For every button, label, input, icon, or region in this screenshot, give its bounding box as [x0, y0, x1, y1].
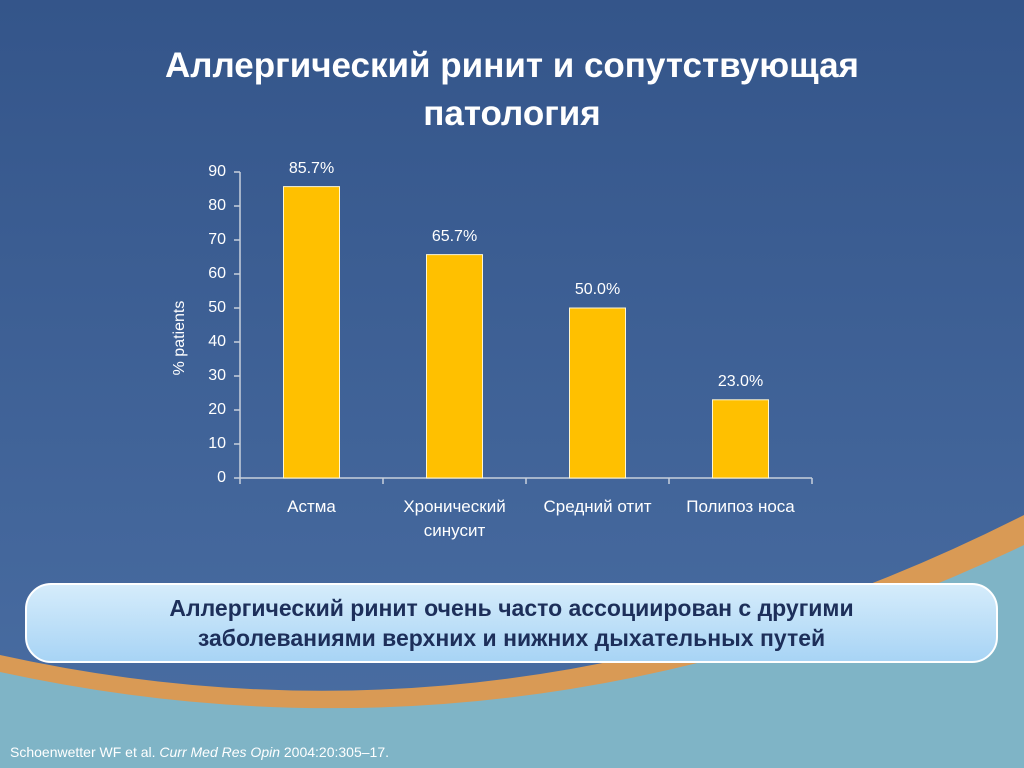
x-tick-label: Хронический синусит	[403, 497, 506, 540]
y-tick-label: 20	[208, 401, 226, 418]
value-label: 85.7%	[289, 160, 334, 177]
value-label: 50.0%	[575, 281, 620, 298]
value-label: 65.7%	[432, 228, 477, 245]
y-tick-label: 90	[208, 163, 226, 180]
title: Аллергический ринит и сопутствующая пато…	[165, 46, 859, 133]
y-tick-label: 50	[208, 299, 226, 316]
bar	[426, 254, 483, 479]
swoosh-teal	[0, 545, 1024, 768]
x-tick-label: Астма	[287, 497, 336, 516]
y-tick-label: 80	[208, 197, 226, 214]
bar	[569, 307, 626, 479]
footnote-journal: Curr Med Res Opin	[159, 744, 280, 760]
y-tick-label: 10	[208, 435, 226, 452]
x-tick-label: Средний отит	[543, 497, 652, 516]
y-tick-label: 40	[208, 333, 226, 350]
y-tick-label: 70	[208, 231, 226, 248]
footnote: Schoenwetter WF et al. Curr Med Res Opin…	[10, 744, 389, 760]
bar	[712, 399, 769, 479]
value-label: 23.0%	[718, 373, 763, 390]
y-axis-label: % patients	[171, 301, 188, 376]
bar	[283, 186, 340, 479]
y-tick-label: 0	[217, 469, 226, 486]
y-tick-label: 30	[208, 367, 226, 384]
footnote-citation: 2004:20:305–17.	[283, 744, 389, 760]
x-tick-label: Полипоз носа	[686, 497, 795, 516]
y-tick-label: 60	[208, 265, 226, 282]
callout: Аллергический ринит очень часто ассоциир…	[25, 583, 998, 663]
footnote-authors: Schoenwetter WF et al.	[10, 744, 156, 760]
